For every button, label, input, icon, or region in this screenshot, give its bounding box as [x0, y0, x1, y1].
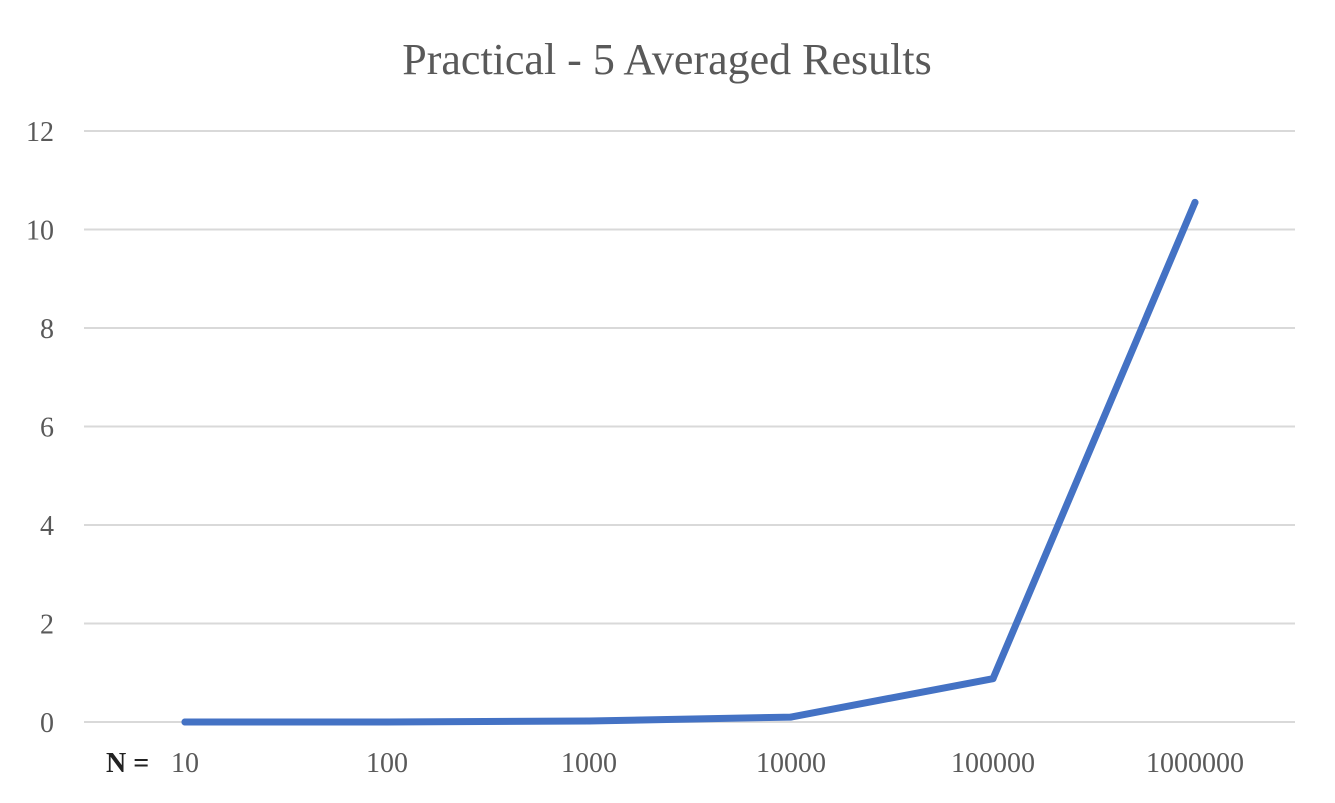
data-point: [1191, 198, 1199, 206]
x-tick-label: 100: [366, 748, 408, 779]
x-tick-label: 10: [171, 748, 199, 779]
chart-title: Practical - 5 Averaged Results: [402, 35, 931, 84]
data-point: [383, 718, 391, 726]
gridlines: [84, 130, 1295, 723]
x-tick-label: 1000: [561, 748, 617, 779]
data-point: [585, 717, 593, 725]
x-tick-label: 10000: [756, 748, 826, 779]
y-axis-ticks: 0 2 4 6 8 10 12: [26, 117, 54, 739]
x-tick-label: 100000: [951, 748, 1035, 779]
data-point: [989, 675, 997, 683]
series-line-0: [181, 198, 1199, 726]
y-tick-label: 12: [26, 117, 54, 148]
y-tick-label: 10: [26, 216, 54, 247]
y-tick-label: 6: [40, 413, 54, 444]
x-tick-label: 1000000: [1146, 748, 1244, 779]
y-tick-label: 2: [40, 610, 54, 641]
y-tick-label: 8: [40, 314, 54, 345]
x-axis-prefix-label: N =: [106, 748, 149, 779]
y-tick-label: 0: [40, 708, 54, 739]
x-axis-ticks: 10 100 1000 10000 100000 1000000: [171, 748, 1244, 779]
y-tick-label: 4: [40, 511, 54, 542]
series-layer: [181, 198, 1199, 726]
data-point: [787, 713, 795, 721]
data-point: [181, 718, 189, 726]
